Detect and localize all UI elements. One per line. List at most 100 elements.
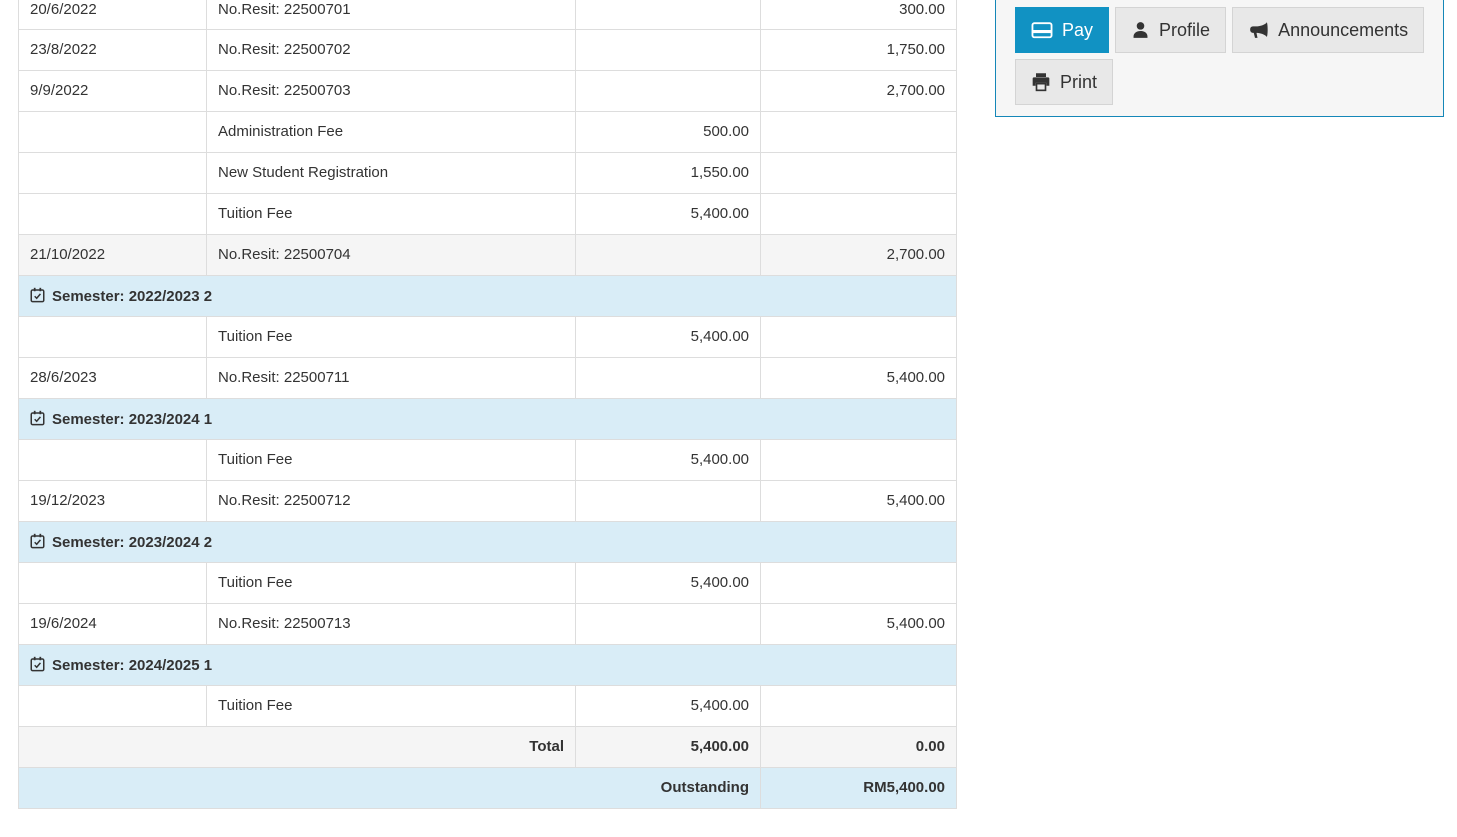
table-row: 19/12/2023 No.Resit: 22500712 5,400.00 [18, 479, 957, 522]
calendar-check-icon [30, 287, 45, 303]
total-row: Total 5,400.00 0.00 [18, 725, 957, 768]
cell-debit [575, 69, 761, 112]
outstanding-row: Outstanding RM5,400.00 [18, 766, 957, 809]
total-label: Total [18, 725, 576, 768]
cell-date [18, 561, 207, 604]
cell-date [18, 151, 207, 194]
cell-credit [760, 315, 957, 358]
semester-label: Semester: 2023/2024 1 [52, 410, 213, 428]
cell-credit [760, 110, 957, 153]
printer-icon [1031, 72, 1051, 92]
cell-credit: 0.00 [760, 725, 957, 768]
cell-date: 19/6/2024 [18, 602, 207, 645]
table-row: 23/8/2022 No.Resit: 22500702 1,750.00 [18, 28, 957, 71]
cell-description: No.Resit: 22500703 [206, 69, 576, 112]
cell-debit [575, 233, 761, 276]
semester-header-row: Semester: 2024/2025 1 [18, 643, 957, 686]
cell-debit: 5,400.00 [575, 725, 761, 768]
cell-debit: 5,400.00 [575, 192, 761, 235]
outstanding-amount: RM5,400.00 [760, 766, 957, 809]
cell-credit: 5,400.00 [760, 479, 957, 522]
cell-debit: 5,400.00 [575, 561, 761, 604]
announcements-label: Announcements [1278, 20, 1409, 40]
cell-date [18, 684, 207, 727]
cell-description: No.Resit: 22500713 [206, 602, 576, 645]
cell-credit [760, 684, 957, 727]
cell-credit [760, 192, 957, 235]
cell-description: Tuition Fee [206, 315, 576, 358]
cell-description: Administration Fee [206, 110, 576, 153]
cell-date [18, 110, 207, 153]
table-row: 20/6/2022 No.Resit: 22500701 300.00 [18, 0, 957, 30]
table-row: Tuition Fee 5,400.00 [18, 561, 957, 604]
cell-description: Tuition Fee [206, 438, 576, 481]
cell-debit [575, 28, 761, 71]
cell-debit [575, 602, 761, 645]
cell-debit [575, 356, 761, 399]
cell-credit: 2,700.00 [760, 233, 957, 276]
cell-credit: 5,400.00 [760, 602, 957, 645]
table-row: Tuition Fee 5,400.00 [18, 684, 957, 727]
credit-card-icon [1031, 20, 1053, 40]
cell-date: 20/6/2022 [18, 0, 207, 30]
table-row: 19/6/2024 No.Resit: 22500713 5,400.00 [18, 602, 957, 645]
outstanding-label: Outstanding [18, 766, 761, 809]
cell-credit [760, 438, 957, 481]
table-row: Tuition Fee 5,400.00 [18, 315, 957, 358]
print-label: Print [1060, 72, 1098, 92]
bullhorn-icon [1248, 20, 1269, 40]
cell-description: No.Resit: 22500704 [206, 233, 576, 276]
cell-date: 23/8/2022 [18, 28, 207, 71]
cell-credit: 2,700.00 [760, 69, 957, 112]
cell-description: Tuition Fee [206, 561, 576, 604]
cell-description: New Student Registration [206, 151, 576, 194]
actions-panel: Pay Profile Announcements [995, 0, 1444, 117]
pay-button[interactable]: Pay [1015, 7, 1110, 53]
semester-header-row: Semester: 2023/2024 1 [18, 397, 957, 440]
cell-credit: 5,400.00 [760, 356, 957, 399]
announcements-button[interactable]: Announcements [1232, 7, 1425, 53]
cell-date [18, 315, 207, 358]
semester-label: Semester: 2024/2025 1 [52, 656, 213, 674]
cell-description: No.Resit: 22500702 [206, 28, 576, 71]
semester-header-row: Semester: 2023/2024 2 [18, 520, 957, 563]
table-row: 28/6/2023 No.Resit: 22500711 5,400.00 [18, 356, 957, 399]
cell-date: 9/9/2022 [18, 69, 207, 112]
fees-statement-table: 20/6/2022 No.Resit: 22500701 300.00 23/8… [18, 0, 957, 809]
table-row: 21/10/2022 No.Resit: 22500704 2,700.00 [18, 233, 957, 276]
cell-debit [575, 0, 761, 30]
cell-credit [760, 151, 957, 194]
print-button[interactable]: Print [1015, 59, 1114, 105]
table-row: Tuition Fee 5,400.00 [18, 438, 957, 481]
semester-label: Semester: 2022/2023 2 [52, 287, 213, 305]
table-row: Tuition Fee 5,400.00 [18, 192, 957, 235]
cell-credit: 1,750.00 [760, 28, 957, 71]
cell-description: Tuition Fee [206, 684, 576, 727]
semester-label: Semester: 2023/2024 2 [52, 533, 213, 551]
cell-credit [760, 561, 957, 604]
cell-date: 19/12/2023 [18, 479, 207, 522]
profile-button[interactable]: Profile [1115, 7, 1227, 53]
cell-description: No.Resit: 22500701 [206, 0, 576, 30]
cell-description: Tuition Fee [206, 192, 576, 235]
cell-date: 28/6/2023 [18, 356, 207, 399]
calendar-check-icon [30, 533, 45, 549]
cell-debit: 5,400.00 [575, 684, 761, 727]
cell-debit: 1,550.00 [575, 151, 761, 194]
table-row: 9/9/2022 No.Resit: 22500703 2,700.00 [18, 69, 957, 112]
user-icon [1131, 20, 1150, 40]
semester-header-row: Semester: 2022/2023 2 [18, 274, 957, 317]
cell-date [18, 192, 207, 235]
calendar-check-icon [30, 656, 45, 672]
cell-description: No.Resit: 22500711 [206, 356, 576, 399]
cell-description: No.Resit: 22500712 [206, 479, 576, 522]
profile-label: Profile [1159, 20, 1211, 40]
table-row: New Student Registration 1,550.00 [18, 151, 957, 194]
cell-date: 21/10/2022 [18, 233, 207, 276]
pay-label: Pay [1062, 20, 1094, 40]
cell-date [18, 438, 207, 481]
cell-debit: 500.00 [575, 110, 761, 153]
cell-debit [575, 479, 761, 522]
cell-credit: 300.00 [760, 0, 957, 30]
